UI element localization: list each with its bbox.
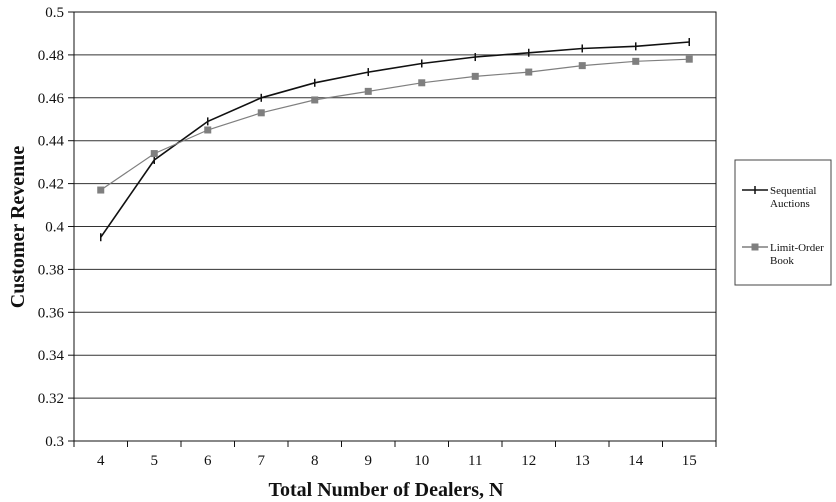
x-tick-label: 12 xyxy=(521,453,536,469)
x-tick-label: 10 xyxy=(414,453,429,469)
x-tick-label: 9 xyxy=(365,453,373,469)
data-point xyxy=(632,57,640,65)
y-tick-label: 0.32 xyxy=(38,391,64,407)
x-tick-label: 13 xyxy=(575,453,590,469)
x-axis-title: Total Number of Dealers, N xyxy=(269,479,505,501)
data-point xyxy=(97,186,105,194)
y-tick-label: 0.46 xyxy=(38,91,65,107)
series-1 xyxy=(100,38,690,242)
data-point xyxy=(364,87,372,95)
grid-lines xyxy=(74,11,716,442)
data-point xyxy=(525,68,533,76)
x-tick-label: 6 xyxy=(204,453,212,469)
series-line xyxy=(100,58,690,191)
data-point xyxy=(418,79,426,87)
y-tick-label: 0.3 xyxy=(45,434,64,450)
x-tick-label: 11 xyxy=(468,453,482,469)
y-tick-label: 0.5 xyxy=(45,5,64,21)
legend-label: Limit-Order xyxy=(770,242,824,254)
series-line xyxy=(100,41,690,238)
x-tick-label: 14 xyxy=(628,453,644,469)
data-point xyxy=(311,96,319,104)
data-point xyxy=(471,72,479,80)
y-axis-title: Customer Revenue xyxy=(7,146,29,309)
legend-label: Auctions xyxy=(770,198,810,210)
x-tick-label: 5 xyxy=(151,453,159,469)
data-point xyxy=(257,109,265,117)
y-tick-label: 0.34 xyxy=(38,348,65,364)
x-tick-label: 15 xyxy=(682,453,697,469)
legend-box xyxy=(734,159,832,286)
axes xyxy=(68,11,717,447)
legend-label: Sequential xyxy=(770,185,816,197)
data-point xyxy=(578,62,586,70)
data-series xyxy=(97,38,693,242)
x-tick-label: 7 xyxy=(258,453,266,469)
legend-marker xyxy=(751,243,759,251)
data-point xyxy=(204,126,212,134)
tick-labels: 0.3 0.32 0.34 0.36 0.38 0.4 0.42 0.44 0.46 0.48 0.… xyxy=(38,5,697,469)
y-tick-label: 0.4 xyxy=(45,220,64,236)
legend-label: Book xyxy=(770,255,794,267)
y-tick-label: 0.48 xyxy=(38,48,64,64)
y-tick-label: 0.44 xyxy=(38,134,65,150)
x-tick-label: 8 xyxy=(311,453,319,469)
data-point xyxy=(150,150,158,158)
x-tick-label: 4 xyxy=(97,453,105,469)
y-tick-label: 0.36 xyxy=(38,305,65,321)
data-point xyxy=(685,55,693,63)
y-tick-label: 0.42 xyxy=(38,177,64,193)
series-2 xyxy=(97,55,693,194)
y-tick-label: 0.38 xyxy=(38,262,64,278)
